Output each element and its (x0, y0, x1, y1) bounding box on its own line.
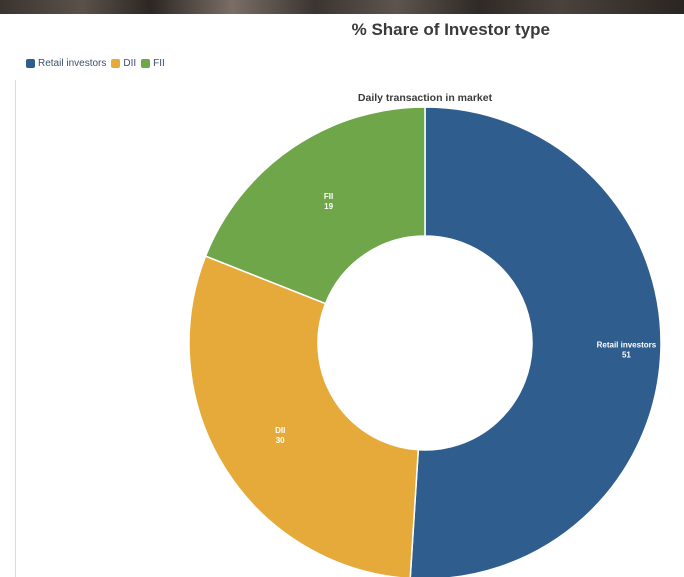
legend-label-retail: Retail investors (38, 58, 107, 69)
legend-label-fii: FII (153, 58, 165, 69)
left-divider (15, 80, 16, 577)
slice-value-retail: 51 (622, 350, 631, 359)
legend-swatch-dii (111, 59, 121, 68)
header-photo-strip (0, 0, 684, 14)
slice-label-dii: DII (275, 426, 285, 435)
chart-subtitle: Daily transaction in market (357, 92, 493, 104)
legend-item-fii[interactable]: FII (141, 58, 165, 69)
legend-label-dii: DII (123, 58, 137, 69)
slice-label-retail: Retail investors (597, 340, 657, 349)
slice-value-dii: 30 (276, 436, 285, 445)
slice-dii[interactable] (188, 255, 420, 577)
chart-title: % Share of Investor type (351, 20, 550, 39)
slice-value-fii: 19 (324, 202, 333, 211)
slice-label-fii: FII (324, 192, 333, 201)
chart-legend: Retail investors DII FII (26, 58, 170, 69)
slice-fii[interactable] (204, 106, 426, 305)
legend-swatch-retail (26, 59, 35, 68)
legend-swatch-fii (141, 59, 151, 68)
slice-retail[interactable] (409, 106, 662, 577)
legend-item-dii[interactable]: DII (111, 58, 136, 69)
legend-item-retail[interactable]: Retail investors (26, 58, 106, 69)
